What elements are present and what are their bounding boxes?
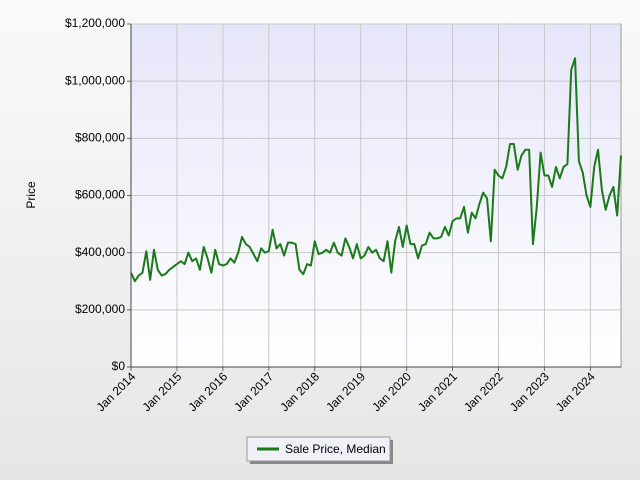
data-line [130, 57, 622, 283]
y-tick-label: $0 [112, 359, 126, 373]
y-tick-label: $200,000 [75, 302, 125, 316]
y-tick-label: $800,000 [75, 131, 125, 145]
legend-label: Sale Price, Median [285, 442, 386, 456]
y-axis-label: Price [24, 181, 38, 209]
y-tick-label: $1,200,000 [65, 16, 125, 30]
legend: Sale Price, Median [246, 436, 393, 464]
y-tick-label: $1,000,000 [65, 73, 125, 87]
y-tick-label: $400,000 [75, 245, 125, 259]
y-tick-label: $600,000 [75, 188, 125, 202]
